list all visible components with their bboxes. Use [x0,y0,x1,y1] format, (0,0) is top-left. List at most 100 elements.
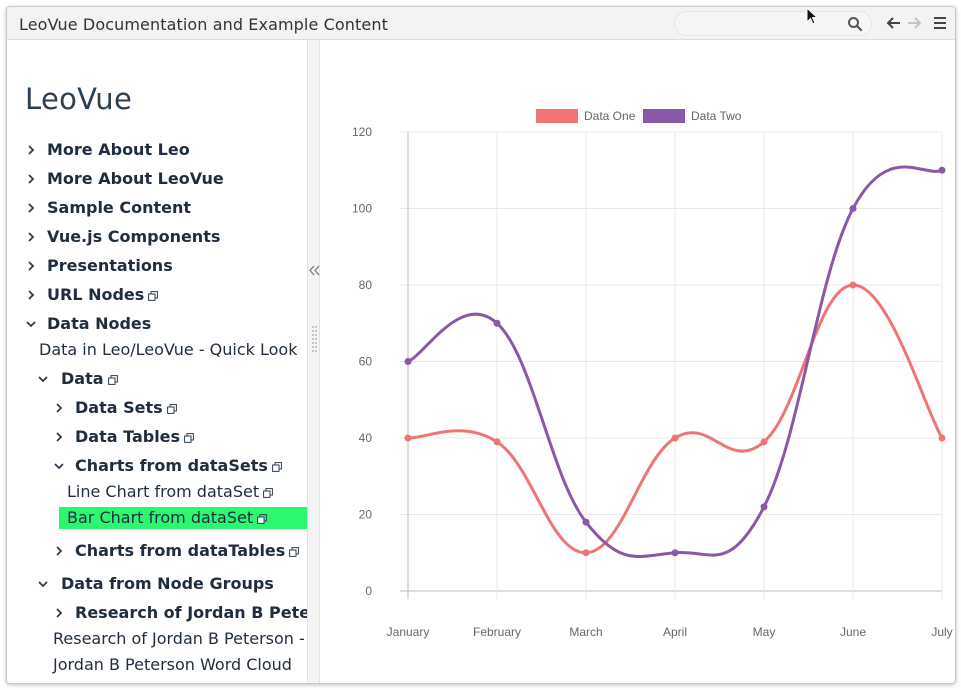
tree-node-charts-from-datasets[interactable]: Charts from dataSets [75,456,282,475]
tree-node-data-sets[interactable]: Data Sets [75,398,177,417]
data-point-series-1[interactable] [404,434,412,442]
tree-node-sample-content[interactable]: Sample Content [47,198,191,217]
tree-node-charts-from-datatables[interactable]: Charts from dataTables [75,541,300,560]
data-point-series-1[interactable] [493,438,501,446]
tree-node-more-about-leovue[interactable]: More About LeoVue [47,169,224,188]
tree-node-jordan-b-peterson-word-cloud[interactable]: Jordan B Peterson Word Cloud [53,655,292,674]
title-bar: LeoVue Documentation and Example Content [7,7,955,40]
tree-node-label: More About Leo [47,140,190,159]
data-point-series-2[interactable] [849,205,857,212]
menu-icon[interactable] [931,14,949,32]
data-point-series-2[interactable] [760,503,768,511]
clone-icon [257,514,268,524]
data-point-series-2[interactable] [582,518,590,526]
tree-node-label: Research of Jordan B Peterson [75,603,307,622]
data-point-series-2[interactable] [671,549,679,557]
y-tick-label: 20 [359,508,373,522]
clone-icon [166,404,177,414]
tree-node-label: Data from Node Groups [61,574,274,593]
chevron-right-icon[interactable] [25,173,37,185]
search-icon[interactable] [847,16,863,32]
tree-node-label: Jordan B Peterson Word Cloud [53,655,292,674]
data-point-series-2[interactable] [938,166,946,174]
chevron-down-icon[interactable] [37,578,49,590]
tree-node-label: URL Nodes [47,285,145,304]
tree-node-vue-js-components[interactable]: Vue.js Components [47,227,220,246]
tree-node-label: Presentations [47,256,173,275]
tree-node-research-of-jordan-b-peterson[interactable]: Research of Jordan B Peterson [75,603,307,622]
chevron-right-icon[interactable] [25,202,37,214]
tree-node-data-in-leo-leovue-quick-look[interactable]: Data in Leo/LeoVue - Quick Look [39,340,297,359]
search-input[interactable] [674,11,872,36]
clone-icon [107,375,118,385]
pane-divider[interactable] [307,40,320,683]
data-point-series-2[interactable] [493,319,501,327]
tree-node-url-nodes[interactable]: URL Nodes [47,285,159,304]
tree-node-label: Charts from dataSets [75,456,268,475]
x-tick-label: January [387,625,430,639]
series-line-1 [407,283,944,555]
legend-swatch-1[interactable] [536,109,578,123]
chevron-down-icon[interactable] [37,373,49,385]
chevron-down-icon[interactable] [25,318,37,330]
clone-icon [271,462,282,472]
arrow-right-icon[interactable] [905,14,923,32]
chevron-right-icon[interactable] [25,289,37,301]
legend-swatch-2[interactable] [643,109,685,123]
content-pane: 0 20 40 60 80 100 120 January February March April… [320,40,955,683]
tree-node-more-about-leo[interactable]: More About Leo [47,140,190,159]
tree-node-label: Bar Chart from dataSet [67,508,254,527]
arrow-left-icon[interactable] [885,14,903,32]
chevron-down-icon[interactable] [53,460,65,472]
tree-node-data-from-node-groups[interactable]: Data from Node Groups [61,574,274,593]
tree-node-label: Line Chart from dataSet [67,482,260,501]
legend-label-1[interactable]: Data One [584,109,636,123]
x-tick-label: June [840,625,866,639]
chevron-right-icon[interactable] [25,260,37,272]
clone-icon [148,291,159,301]
app-window: LeoVue Documentation and Example Content… [6,6,956,684]
data-point-series-1[interactable] [849,281,857,289]
data-point-series-2[interactable] [404,358,412,365]
tree-node-line-chart-from-dataset[interactable]: Line Chart from dataSet [67,482,274,501]
tree-node-research-of-jordan-b-peterson-sur[interactable]: Research of Jordan B Peterson - Sur [53,629,307,648]
chevron-right-icon[interactable] [53,402,65,414]
tree-node-label: Data Tables [75,427,181,446]
selected-node-highlight [59,507,307,529]
tree-node-label: Data Nodes [47,314,152,333]
y-tick-label: 80 [359,278,373,292]
data-point-series-1[interactable] [760,438,768,446]
tree-node-label: More About LeoVue [47,169,224,188]
x-tick-label: May [753,625,776,639]
tree-node-data-tables[interactable]: Data Tables [75,427,194,446]
app-title: LeoVue [25,82,133,116]
x-tick-label: February [473,625,521,639]
x-tick-label: July [931,625,952,639]
chevron-right-icon[interactable] [25,144,37,156]
outline-sidebar: LeoVue More About Leo More About LeoVue Sa… [7,40,307,683]
y-tick-label: 40 [359,431,373,445]
chevron-right-icon[interactable] [53,607,65,619]
tree-node-label: Data in Leo/LeoVue - Quick Look [39,340,298,359]
y-tick-label: 0 [365,584,372,598]
collapse-sidebar-icon[interactable] [309,265,320,276]
chevron-right-icon[interactable] [53,545,65,557]
chevron-right-icon[interactable] [53,431,65,443]
tree-node-data-nodes[interactable]: Data Nodes [47,314,151,333]
tree-node-label: Research of Jordan B Peterson - Sur [53,629,307,648]
clone-icon [184,433,194,443]
chevron-right-icon[interactable] [25,231,37,243]
data-point-series-1[interactable] [671,434,679,442]
x-tick-label: April [663,625,687,639]
legend-label-2[interactable]: Data Two [691,109,742,123]
tree-node-label: Vue.js Components [47,227,221,246]
drag-handle-icon[interactable] [312,325,317,355]
tree-node-data[interactable]: Data [61,369,118,388]
tree-node-label: Sample Content [47,198,192,217]
data-point-series-1[interactable] [938,434,946,442]
tree-node-label: Charts from dataTables [75,541,286,560]
tree-node-bar-chart-from-dataset[interactable]: Bar Chart from dataSet [67,508,268,527]
window-title: LeoVue Documentation and Example Content [19,15,388,34]
data-point-series-1[interactable] [582,549,590,557]
tree-node-presentations[interactable]: Presentations [47,256,173,275]
